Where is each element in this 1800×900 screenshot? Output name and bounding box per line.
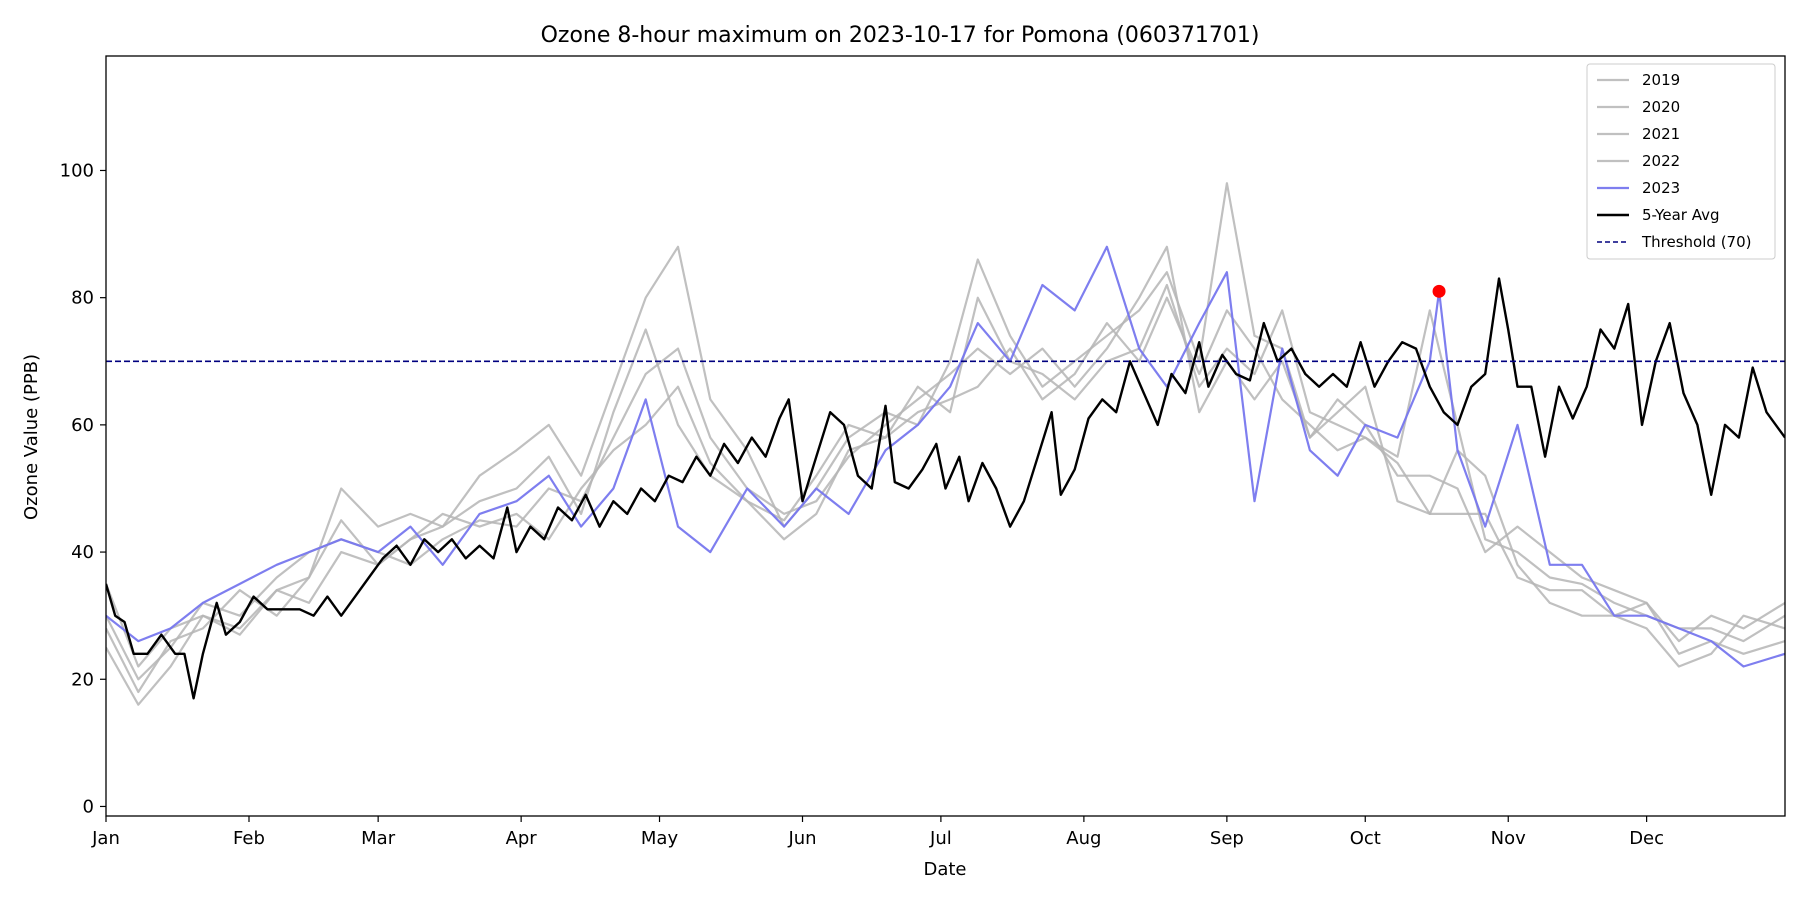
x-tick-label: Jan <box>91 828 120 849</box>
x-tick-label: Jul <box>929 828 952 849</box>
x-tick-label: Jun <box>787 828 816 849</box>
legend-label: 2023 <box>1642 179 1680 197</box>
x-tick-label: Feb <box>233 828 265 849</box>
series-line-2021 <box>106 182 1785 694</box>
x-axis-title: Date <box>923 859 966 880</box>
x-tick-label: May <box>641 828 679 849</box>
x-tick-label: Oct <box>1350 828 1381 849</box>
series-line-2022 <box>106 296 1785 706</box>
x-tick-label: Aug <box>1066 828 1101 849</box>
y-tick-label: 0 <box>83 796 94 817</box>
series-line-2023 <box>106 245 1785 668</box>
series-group <box>106 182 1785 706</box>
x-tick-label: Mar <box>361 828 396 849</box>
legend-label: 2020 <box>1642 98 1680 116</box>
x-tick-label: Apr <box>506 828 538 849</box>
legend-box <box>1586 63 1776 260</box>
y-axis-title: Ozone Value (PPB) <box>21 354 42 520</box>
y-tick-label: 20 <box>71 669 94 690</box>
series-line-2019 <box>106 283 1785 668</box>
legend-label: 2019 <box>1642 71 1680 89</box>
y-tick-label: 80 <box>71 288 94 309</box>
y-tick-label: 60 <box>71 415 94 436</box>
x-tick-label: Sep <box>1210 828 1244 849</box>
series-line-2020 <box>106 245 1785 681</box>
legend-label: 2021 <box>1642 125 1680 143</box>
legend-label: 5-Year Avg <box>1642 206 1719 224</box>
x-tick-label: Dec <box>1629 828 1664 849</box>
x-tick-label: Nov <box>1491 828 1526 849</box>
legend-label: Threshold (70) <box>1641 233 1751 251</box>
legend-label: 2022 <box>1642 152 1680 170</box>
highlight-point <box>1432 284 1446 298</box>
y-tick-label: 40 <box>71 542 94 563</box>
y-tick-label: 100 <box>60 160 94 181</box>
plot-frame <box>105 55 1786 817</box>
chart-title: Ozone 8-hour maximum on 2023-10-17 for P… <box>541 23 1260 48</box>
series-line-5-year-avg <box>106 277 1785 700</box>
